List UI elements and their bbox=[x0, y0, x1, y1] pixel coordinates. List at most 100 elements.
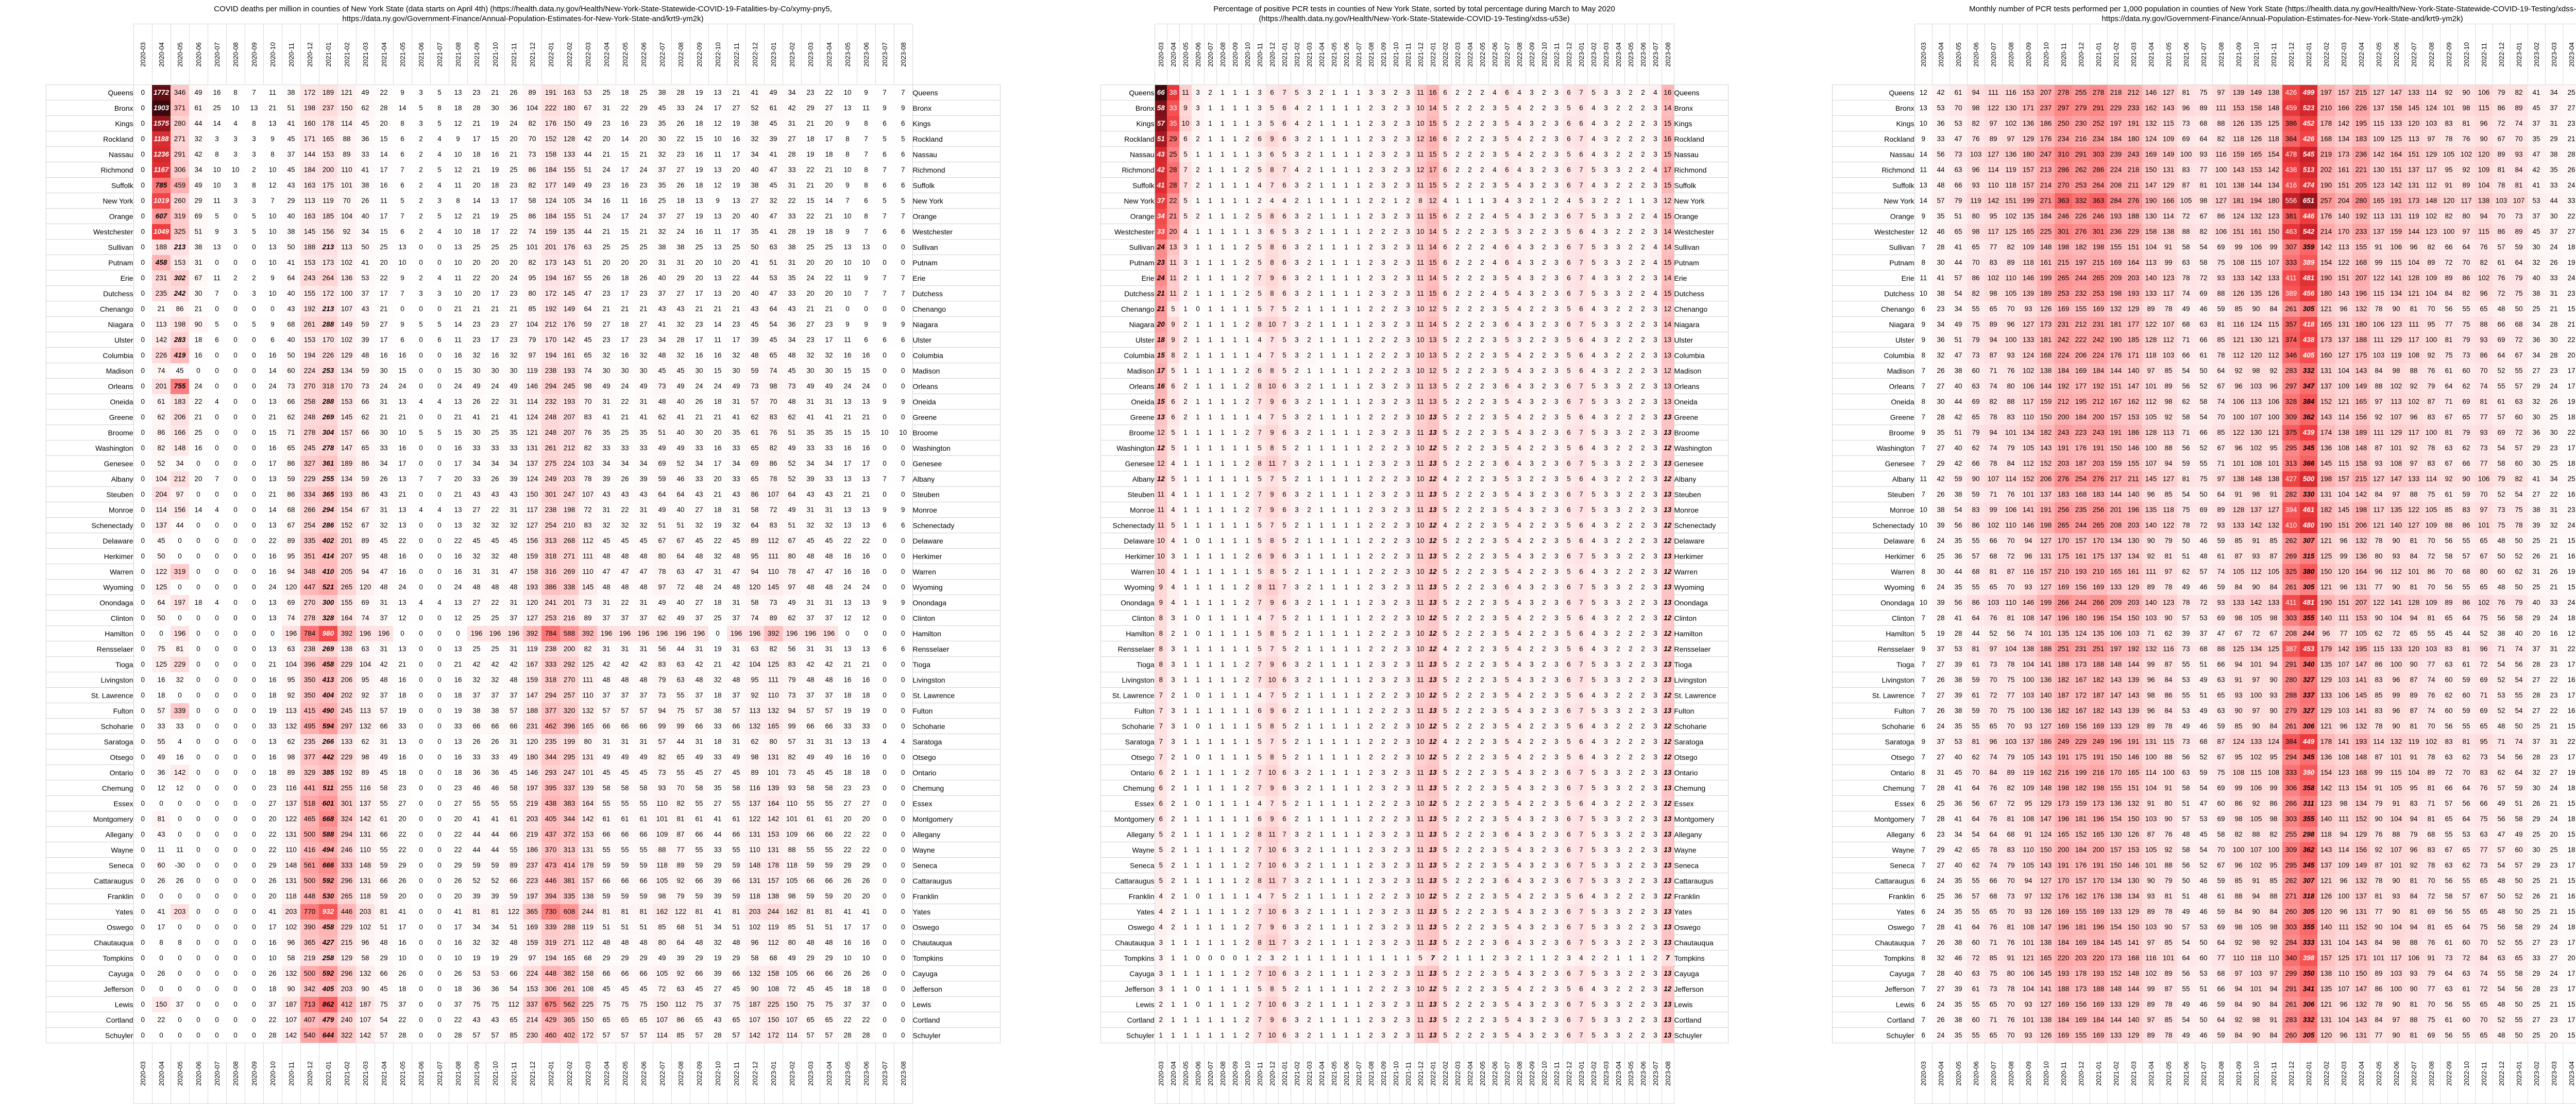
heatmap-cell: 76 bbox=[764, 424, 783, 440]
heatmap-cell: 0 bbox=[245, 486, 263, 502]
heatmap-cell: 1 bbox=[1229, 625, 1241, 641]
heatmap-cell: 0 bbox=[894, 1027, 912, 1043]
heatmap-cell: 3 bbox=[1167, 734, 1179, 750]
heatmap-cell: 26 bbox=[263, 965, 282, 981]
heatmap-cell: 16 bbox=[616, 115, 634, 131]
heatmap-cell: 0 bbox=[245, 842, 263, 858]
heatmap-cell: 1 bbox=[1315, 224, 1328, 240]
heatmap-cell: 5 bbox=[1167, 471, 1179, 487]
heatmap-cell: 184 bbox=[300, 162, 319, 178]
heatmap-cell: 54 bbox=[375, 1012, 393, 1028]
row-label-left: Suffolk bbox=[1100, 177, 1155, 194]
heatmap-cell: 14 bbox=[1662, 100, 1674, 116]
heatmap-cell: 1 bbox=[1340, 254, 1352, 270]
heatmap-cell: 61 bbox=[375, 811, 393, 827]
heatmap-cell: 7 bbox=[1575, 177, 1587, 193]
row-label-right: Westchester bbox=[1673, 224, 1728, 240]
heatmap-cell: 2 bbox=[1637, 718, 1649, 734]
heatmap-cell: 5 bbox=[1587, 672, 1600, 688]
column-header-label: 2022-04 bbox=[602, 42, 611, 67]
heatmap-cell: 3 bbox=[1167, 610, 1179, 626]
heatmap-cell: 0 bbox=[412, 564, 430, 580]
heatmap-cell: 34 bbox=[783, 332, 801, 348]
heatmap-cell: 66 bbox=[820, 965, 838, 981]
heatmap-cell: 14 bbox=[393, 100, 412, 116]
heatmap-cell: 0 bbox=[430, 548, 449, 564]
heatmap-cell: 0 bbox=[875, 826, 894, 842]
heatmap-cell: 196 bbox=[801, 625, 820, 641]
heatmap-cell: 24 bbox=[1155, 270, 1167, 286]
heatmap-cell: 5 bbox=[1587, 84, 1600, 100]
row-label-left: Monroe bbox=[1100, 502, 1155, 518]
heatmap-cell: 23 bbox=[597, 285, 616, 301]
heatmap-cell: 62 bbox=[745, 734, 764, 750]
heatmap-cell: 192 bbox=[541, 301, 560, 317]
heatmap-cell: 110 bbox=[764, 564, 783, 580]
heatmap-cell: 1 bbox=[1340, 471, 1352, 487]
heatmap-cell: 278 bbox=[300, 424, 319, 440]
heatmap-cell: 2 bbox=[1451, 672, 1464, 688]
heatmap-cell: 27 bbox=[393, 795, 412, 811]
heatmap-cell: 128 bbox=[560, 131, 579, 147]
heatmap-cell: 1 bbox=[1328, 471, 1340, 487]
column-header-2022-11: 2022-11 bbox=[1550, 24, 1563, 86]
heatmap-cell: 138 bbox=[764, 888, 783, 904]
heatmap-cell: 2 bbox=[1389, 656, 1402, 672]
column-header-label: 2023-04 bbox=[1614, 42, 1622, 67]
heatmap-cell: 3 bbox=[1488, 486, 1501, 502]
heatmap-cell: 2 bbox=[1637, 378, 1649, 394]
heatmap-cell: 5 bbox=[1587, 162, 1600, 178]
heatmap-cell: 1 bbox=[1303, 703, 1315, 719]
column-header-label: 2023-07 bbox=[880, 42, 889, 67]
heatmap-cell: 1 bbox=[1340, 703, 1352, 719]
heatmap-cell: 2 bbox=[1291, 471, 1303, 487]
heatmap-cell: 268 bbox=[560, 533, 579, 549]
heatmap-cell: 13 bbox=[1427, 424, 1439, 440]
heatmap-cell: 18 bbox=[690, 115, 708, 131]
heatmap-cell: 304 bbox=[319, 424, 337, 440]
heatmap-cell: 1 bbox=[1315, 548, 1328, 564]
heatmap-cell: 37 bbox=[634, 687, 653, 703]
heatmap-cell: 0 bbox=[226, 301, 245, 317]
heatmap-cell: 16 bbox=[263, 935, 282, 950]
heatmap-cell: 337 bbox=[523, 996, 541, 1012]
heatmap-cell: 4 bbox=[1253, 409, 1266, 425]
heatmap-cell: 131 bbox=[764, 749, 783, 765]
heatmap-cell: 2 bbox=[1476, 625, 1488, 641]
column-header-2020-06: 2020-06 bbox=[1191, 24, 1205, 86]
heatmap-cell: 48 bbox=[727, 672, 745, 688]
heatmap-cell: 0 bbox=[133, 100, 152, 116]
heatmap-cell: 0 bbox=[208, 996, 226, 1012]
heatmap-cell: 23 bbox=[393, 780, 412, 796]
table-row: Ulster 0 142 283 18 6 0 0 6 40 153 170 102 39 17 6 0 6 11 2… bbox=[45, 332, 1001, 348]
heatmap-cell: 1 bbox=[1216, 301, 1229, 317]
heatmap-cell: 3 bbox=[1402, 115, 1414, 131]
heatmap-cell: 0 bbox=[208, 486, 226, 502]
heatmap-cell: 2 bbox=[1624, 440, 1637, 456]
heatmap-cell: 2 bbox=[412, 131, 430, 147]
heatmap-cell: 3 bbox=[430, 193, 449, 209]
heatmap-cell: 2 bbox=[1451, 270, 1464, 286]
heatmap-cell: 260 bbox=[171, 193, 189, 209]
heatmap-cell: 125 bbox=[764, 656, 783, 672]
heatmap-cell: 3 bbox=[1550, 100, 1563, 116]
heatmap-cell: 129 bbox=[337, 347, 356, 363]
heatmap-cell: 0 bbox=[875, 455, 894, 471]
heatmap-cell: 1 bbox=[1216, 595, 1229, 610]
heatmap-cell: 12 bbox=[1427, 301, 1439, 317]
heatmap-cell: 150 bbox=[523, 486, 541, 502]
heatmap-cell: 12 bbox=[1662, 564, 1674, 580]
row-label-left: Fulton bbox=[45, 703, 134, 719]
row-label-right: Richmond bbox=[1673, 162, 1728, 178]
heatmap-cell: 2 bbox=[1464, 672, 1476, 688]
heatmap-cell: 2 bbox=[1389, 378, 1402, 394]
heatmap-cell: 0 bbox=[412, 440, 430, 456]
heatmap-cell: 20 bbox=[727, 162, 745, 178]
heatmap-cell: 4 bbox=[430, 595, 449, 610]
heatmap-cell: 98 bbox=[764, 378, 783, 394]
heatmap-cell: 43 bbox=[690, 486, 708, 502]
heatmap-cell: 2 bbox=[1389, 84, 1402, 100]
heatmap-cell: 3 bbox=[1600, 301, 1612, 317]
heatmap-cell: 21 bbox=[820, 162, 838, 178]
heatmap-cell: 1 bbox=[1328, 734, 1340, 750]
